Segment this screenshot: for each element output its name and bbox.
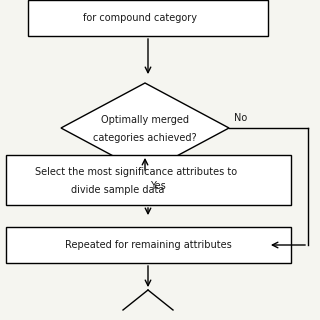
Text: Yes: Yes — [150, 181, 166, 191]
FancyBboxPatch shape — [5, 227, 291, 263]
Text: divide sample data: divide sample data — [71, 185, 165, 195]
FancyBboxPatch shape — [28, 0, 268, 36]
Text: Select the most significance attributes to: Select the most significance attributes … — [35, 167, 237, 177]
Text: Optimally merged: Optimally merged — [101, 115, 189, 125]
Text: Repeated for remaining attributes: Repeated for remaining attributes — [65, 240, 231, 250]
FancyBboxPatch shape — [5, 155, 291, 205]
Text: for compound category: for compound category — [83, 13, 197, 23]
Text: No: No — [234, 113, 247, 123]
Text: categories achieved?: categories achieved? — [93, 133, 197, 143]
Polygon shape — [61, 83, 229, 173]
